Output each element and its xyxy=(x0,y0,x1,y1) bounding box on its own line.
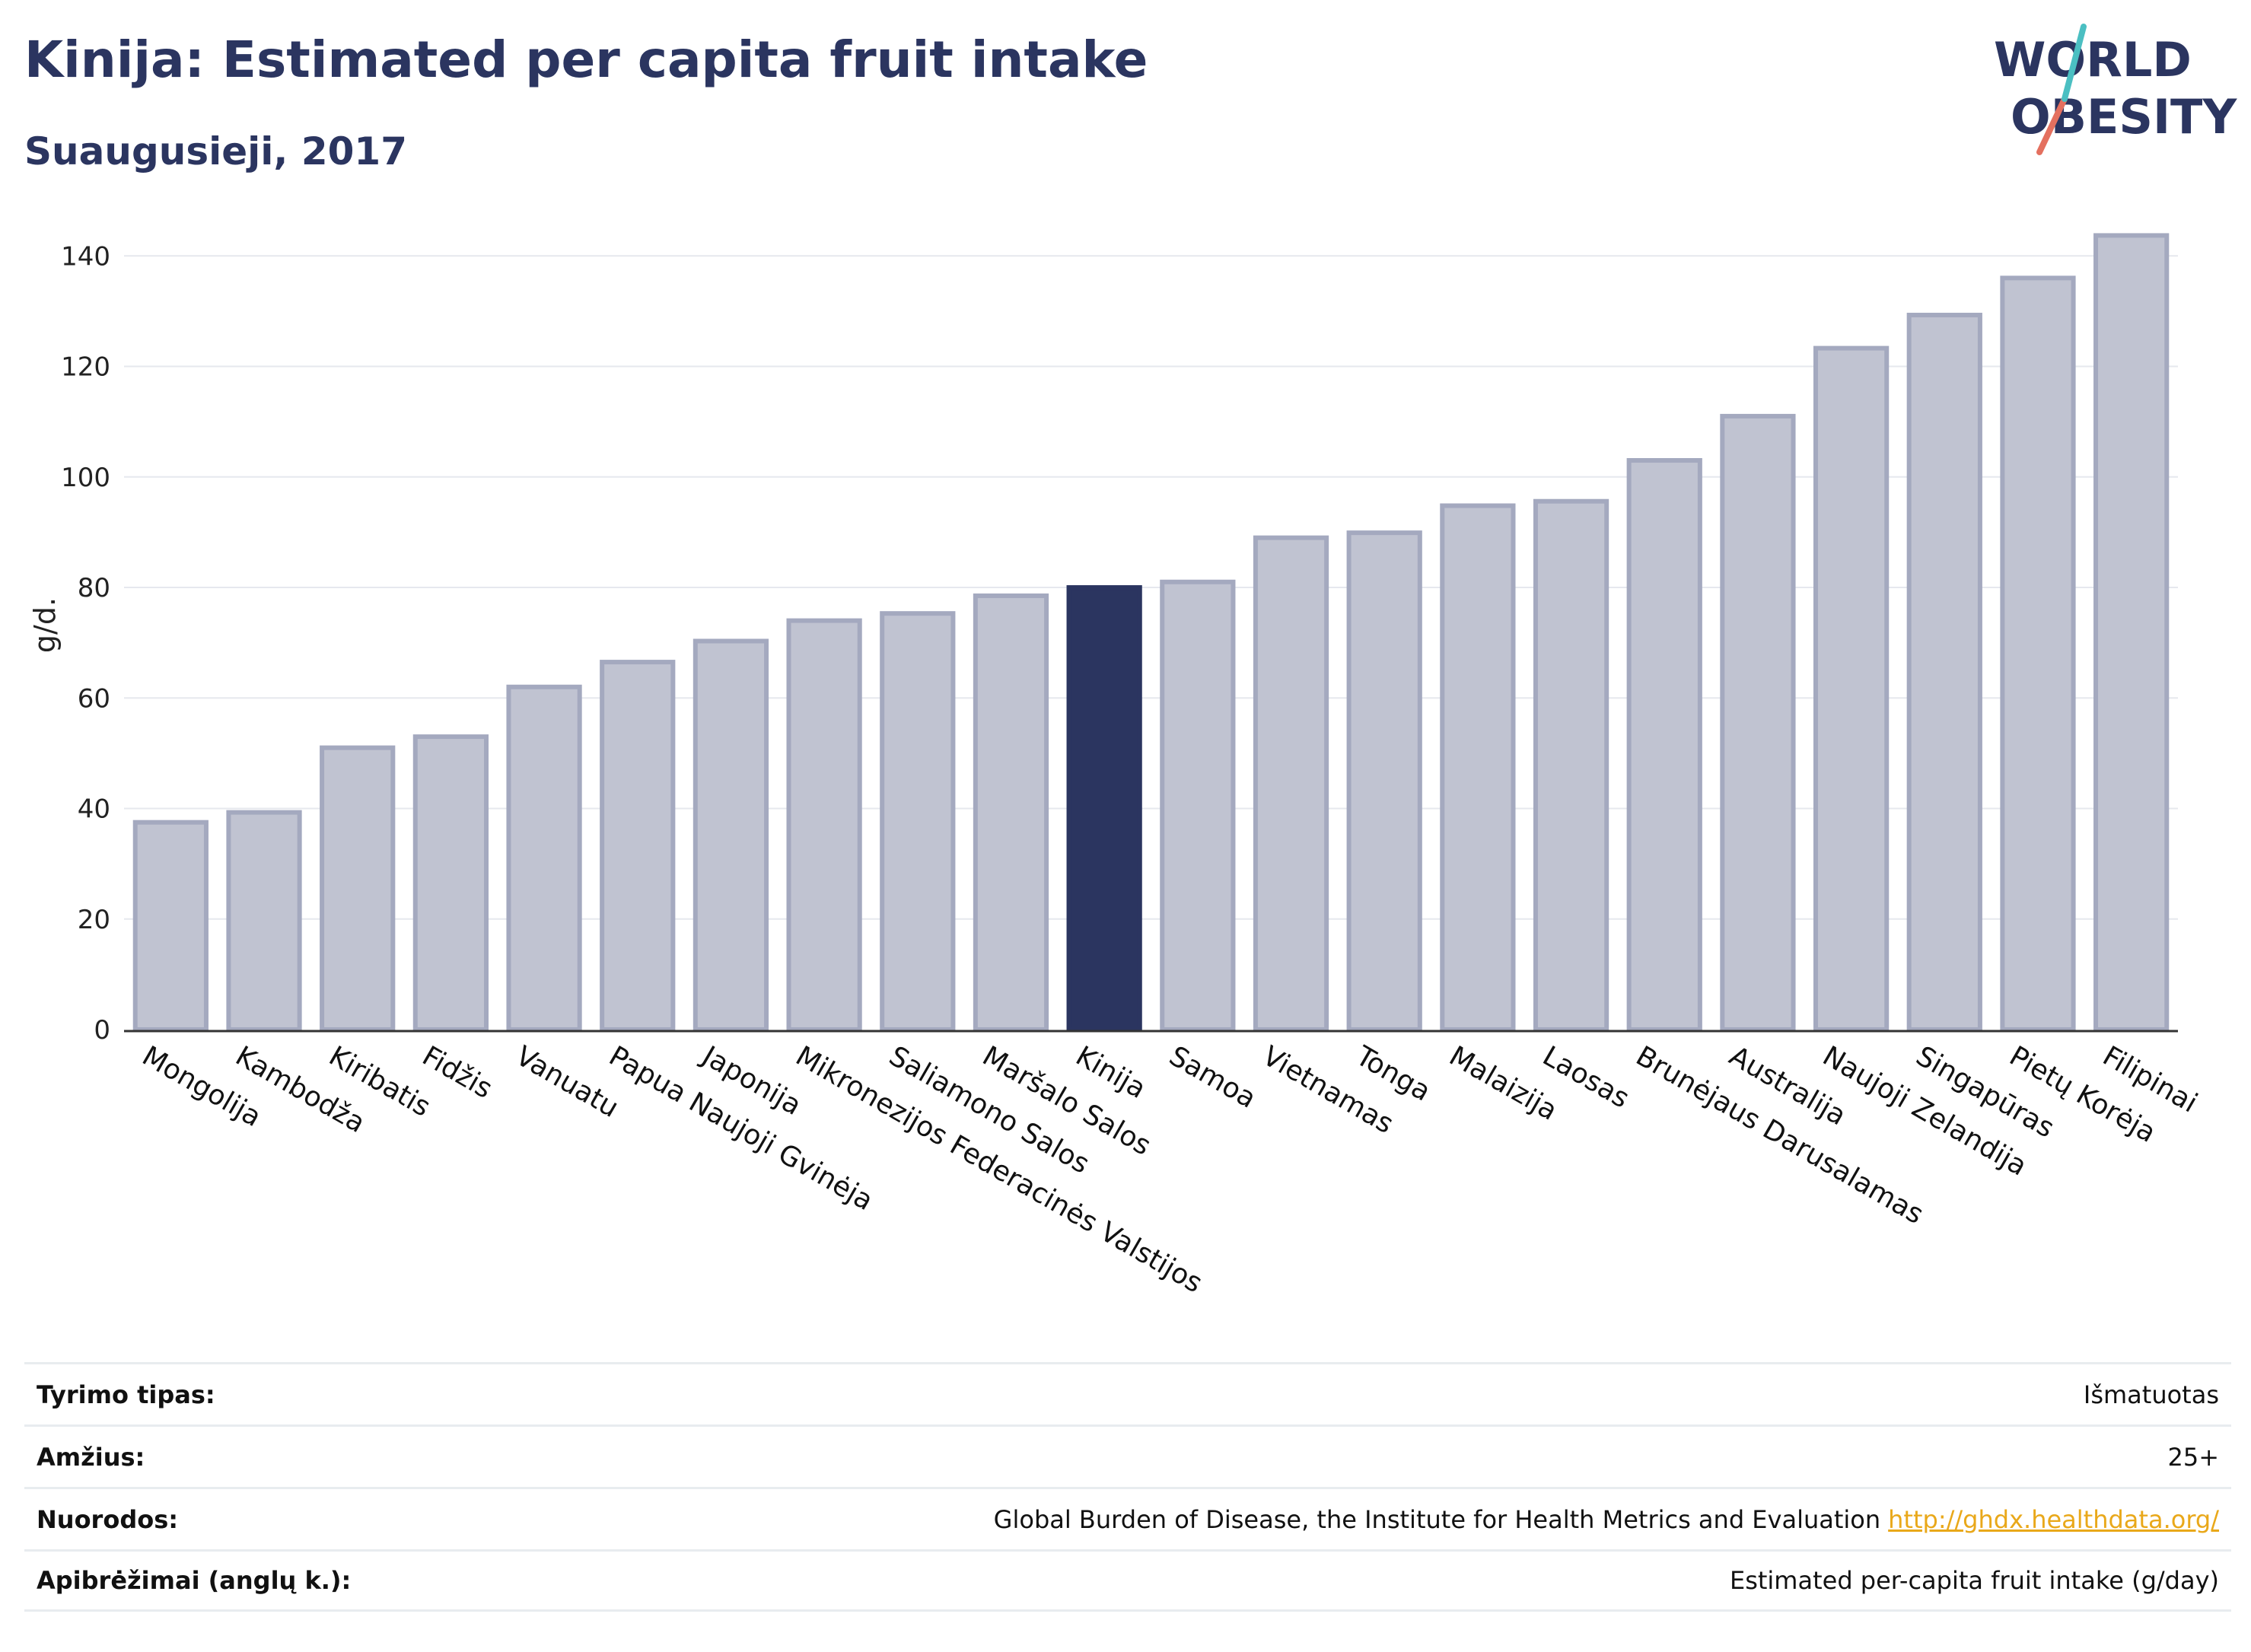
world-obesity-logo: WORLD OBESITY xyxy=(1994,24,2237,155)
bar xyxy=(132,820,209,1032)
meta-value: Išmatuotas xyxy=(2083,1380,2219,1409)
bar xyxy=(1906,313,1982,1033)
x-tick-label: Vanuatu xyxy=(511,1040,624,1124)
y-tick-label: 60 xyxy=(78,683,110,714)
bar xyxy=(786,618,862,1032)
bar xyxy=(412,734,489,1032)
y-tick-label: 0 xyxy=(94,1015,110,1046)
meta-value: Estimated per-capita fruit intake (g/day… xyxy=(1729,1566,2219,1595)
bar xyxy=(2093,233,2170,1033)
bar xyxy=(1626,458,1702,1032)
y-tick-label: 80 xyxy=(78,573,110,603)
bar xyxy=(1533,498,1609,1032)
logo-line1: WORLD xyxy=(1994,32,2192,88)
meta-value: Global Burden of Disease, the Institute … xyxy=(993,1504,1881,1534)
chart-subtitle: Suaugusieji, 2017 xyxy=(24,129,407,173)
y-tick-label: 120 xyxy=(61,352,110,383)
bar xyxy=(880,611,956,1032)
y-axis-label: g/d. xyxy=(28,597,62,653)
bar xyxy=(1720,413,1796,1032)
bar xyxy=(600,660,676,1032)
bar xyxy=(2000,275,2076,1032)
meta-value: 25+ xyxy=(2167,1442,2219,1472)
bar xyxy=(1813,345,1890,1032)
bar xyxy=(506,684,582,1032)
bar-highlight xyxy=(1066,585,1142,1032)
meta-label: Nuorodos: xyxy=(37,1504,179,1534)
bar xyxy=(1346,530,1422,1032)
y-tick-label: 140 xyxy=(61,241,110,272)
meta-label: Apibrėžimai (anglų k.): xyxy=(37,1566,352,1595)
meta-row-references: Nuorodos: Global Burden of Disease, the … xyxy=(24,1487,2231,1549)
meta-row-definitions: Apibrėžimai (anglų k.): Estimated per-ca… xyxy=(24,1549,2231,1612)
x-tick-label: Samoa xyxy=(1164,1040,1261,1115)
y-tick-label: 100 xyxy=(61,463,110,493)
reference-link[interactable]: http://ghdx.healthdata.org/ xyxy=(1888,1504,2219,1534)
meta-value-group: Global Burden of Disease, the Institute … xyxy=(994,1505,2219,1534)
bar xyxy=(973,593,1049,1032)
bar-chart: 020406080100120140g/d.MongolijaKambodžaK… xyxy=(28,233,2202,1299)
meta-row-survey-type: Tyrimo tipas: Išmatuotas xyxy=(24,1362,2231,1424)
bar xyxy=(1253,535,1329,1032)
bar xyxy=(1440,503,1516,1032)
bar xyxy=(1160,579,1236,1032)
chart-title: Kinija: Estimated per capita fruit intak… xyxy=(24,30,1148,89)
bar xyxy=(692,638,769,1032)
meta-row-age: Amžius: 25+ xyxy=(24,1424,2231,1487)
metadata-table: Tyrimo tipas: Išmatuotas Amžius: 25+ Nuo… xyxy=(24,1362,2231,1612)
y-tick-label: 40 xyxy=(78,794,110,825)
bar xyxy=(320,745,396,1032)
meta-label: Amžius: xyxy=(37,1442,145,1472)
meta-label: Tyrimo tipas: xyxy=(37,1380,215,1409)
y-tick-label: 20 xyxy=(78,905,110,935)
bar xyxy=(226,810,302,1033)
